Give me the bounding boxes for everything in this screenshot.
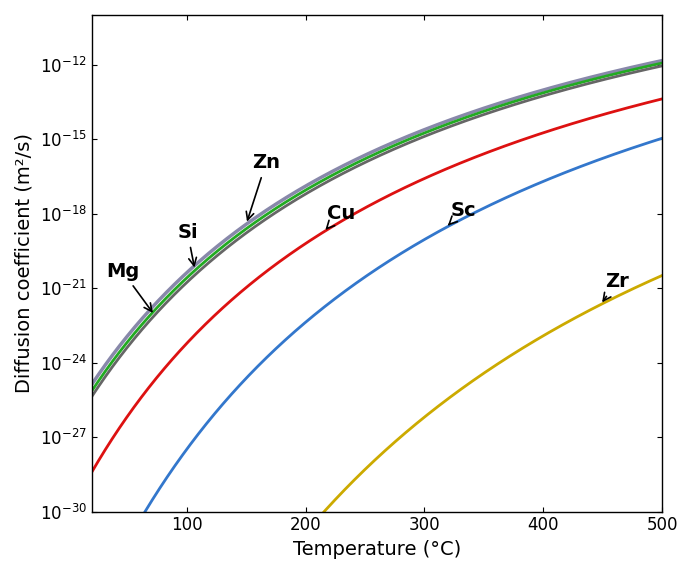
Text: Zn: Zn [246, 153, 280, 220]
Text: Zr: Zr [603, 272, 629, 301]
Y-axis label: Diffusion coefficient (m²/s): Diffusion coefficient (m²/s) [15, 133, 34, 393]
Text: Cu: Cu [326, 204, 356, 228]
Text: Mg: Mg [106, 262, 152, 312]
X-axis label: Temperature (°C): Temperature (°C) [293, 540, 461, 559]
Text: Si: Si [177, 223, 198, 266]
Text: Sc: Sc [449, 201, 476, 225]
